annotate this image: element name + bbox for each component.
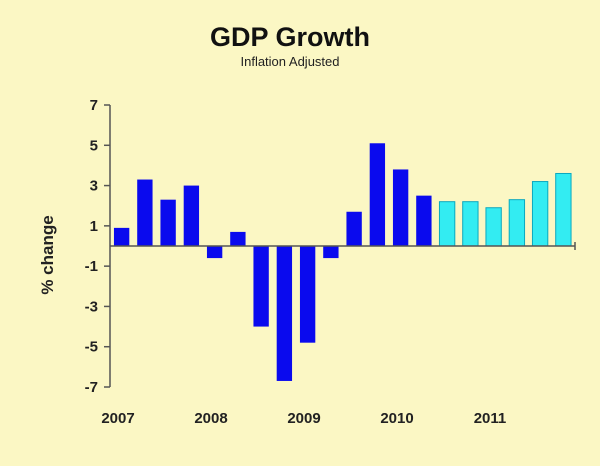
forecast-bar <box>555 172 572 247</box>
actual-bar <box>253 246 269 327</box>
y-tick-label: 5 <box>90 137 98 154</box>
x-tick-label: 2010 <box>380 410 413 427</box>
y-tick-label: 7 <box>90 97 98 114</box>
actual-bar <box>416 195 432 246</box>
y-tick-label: -5 <box>85 339 98 356</box>
actual-bar <box>230 231 246 246</box>
forecast-bar <box>531 181 549 247</box>
actual-bar <box>369 143 386 246</box>
x-tick-label: 2007 <box>101 410 134 427</box>
actual-bar <box>323 246 339 259</box>
actual-bar <box>137 179 153 246</box>
forecast-bar <box>462 201 479 247</box>
actual-bar <box>113 227 130 246</box>
actual-bar <box>346 211 362 246</box>
y-tick-label: 3 <box>90 178 98 195</box>
actual-bar <box>206 246 223 259</box>
chart-title: GDP Growth <box>210 22 370 52</box>
y-tick-label: -7 <box>85 379 98 396</box>
forecast-bar <box>485 207 502 247</box>
actual-bar <box>183 185 200 246</box>
x-tick-label: 2009 <box>287 410 320 427</box>
actual-bar <box>299 246 316 343</box>
actual-bar <box>276 246 293 381</box>
x-tick-label: 2008 <box>194 410 227 427</box>
forecast-bar <box>508 199 526 247</box>
y-tick-label: -1 <box>85 258 98 275</box>
y-tick-label: -3 <box>85 298 98 315</box>
chart-subtitle: Inflation Adjusted <box>240 54 339 69</box>
actual-bar <box>392 169 409 246</box>
y-axis-label: % change <box>38 215 57 294</box>
x-tick-label: 2011 <box>474 410 507 427</box>
forecast-bar <box>438 201 456 247</box>
y-tick-label: 1 <box>90 218 98 235</box>
actual-bar <box>160 199 176 246</box>
